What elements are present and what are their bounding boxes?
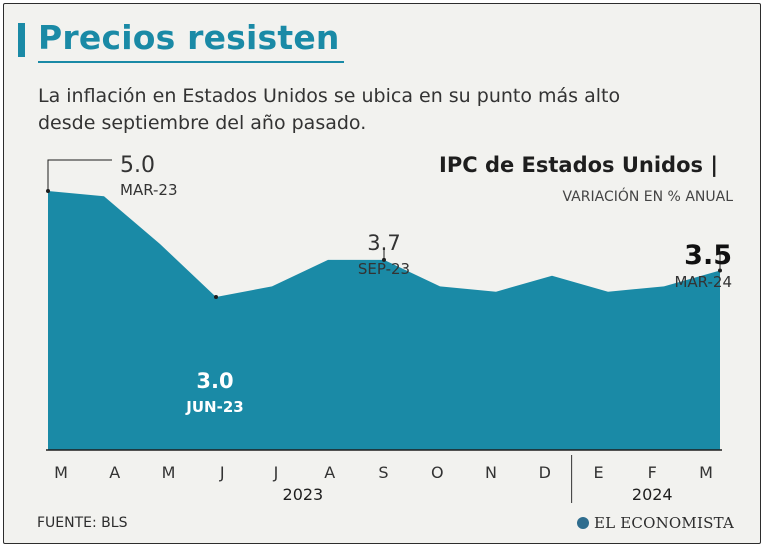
x-tick-label: J — [273, 463, 279, 482]
x-tick-label: E — [593, 463, 603, 482]
x-tick-label: J — [219, 463, 225, 482]
annotation-label: JUN-23 — [185, 398, 243, 416]
annotation-value: 5.0 — [120, 153, 155, 178]
year-label: 2024 — [632, 485, 673, 504]
x-tick-label: M — [699, 463, 713, 482]
x-tick-label: M — [162, 463, 176, 482]
annotation-label: SEP-23 — [358, 260, 410, 278]
x-tick-label: D — [539, 463, 551, 482]
annotation-value: 3.0 — [196, 369, 233, 393]
page-subtitle: La inflación en Estados Unidos se ubica … — [38, 85, 621, 134]
annotation-label: MAR-24 — [674, 273, 732, 291]
cpi-area — [48, 191, 720, 450]
x-tick-label: A — [109, 463, 120, 482]
x-tick-label: O — [431, 463, 444, 482]
source-note: FUENTE: BLS — [37, 515, 128, 531]
annotation-label: MAR-23 — [120, 181, 178, 199]
brand-name: EL ECONOMISTA — [593, 514, 734, 532]
x-tick-label: F — [648, 463, 657, 482]
annotation-dot — [382, 257, 386, 262]
page-title: Precios resisten — [38, 18, 344, 63]
x-tick-label: S — [378, 463, 388, 482]
title-accent-bar — [18, 23, 25, 57]
annotation-dot — [214, 295, 218, 299]
chart-subtitle: VARIACIÓN EN % ANUAL — [563, 187, 734, 205]
x-tick-label: N — [485, 463, 497, 482]
chart-title: IPC de Estados Unidos | — [439, 153, 718, 178]
brand-logo: EL ECONOMISTA — [576, 514, 734, 532]
year-label: 2023 — [283, 485, 324, 504]
brand-icon — [576, 517, 589, 529]
x-tick-label: A — [324, 463, 335, 482]
annotation-value: 3.5 — [684, 240, 732, 271]
x-tick-label: M — [54, 463, 68, 482]
annotation-dot — [718, 268, 722, 273]
annotation-value: 3.7 — [367, 231, 400, 255]
annotation-leader — [47, 159, 112, 191]
